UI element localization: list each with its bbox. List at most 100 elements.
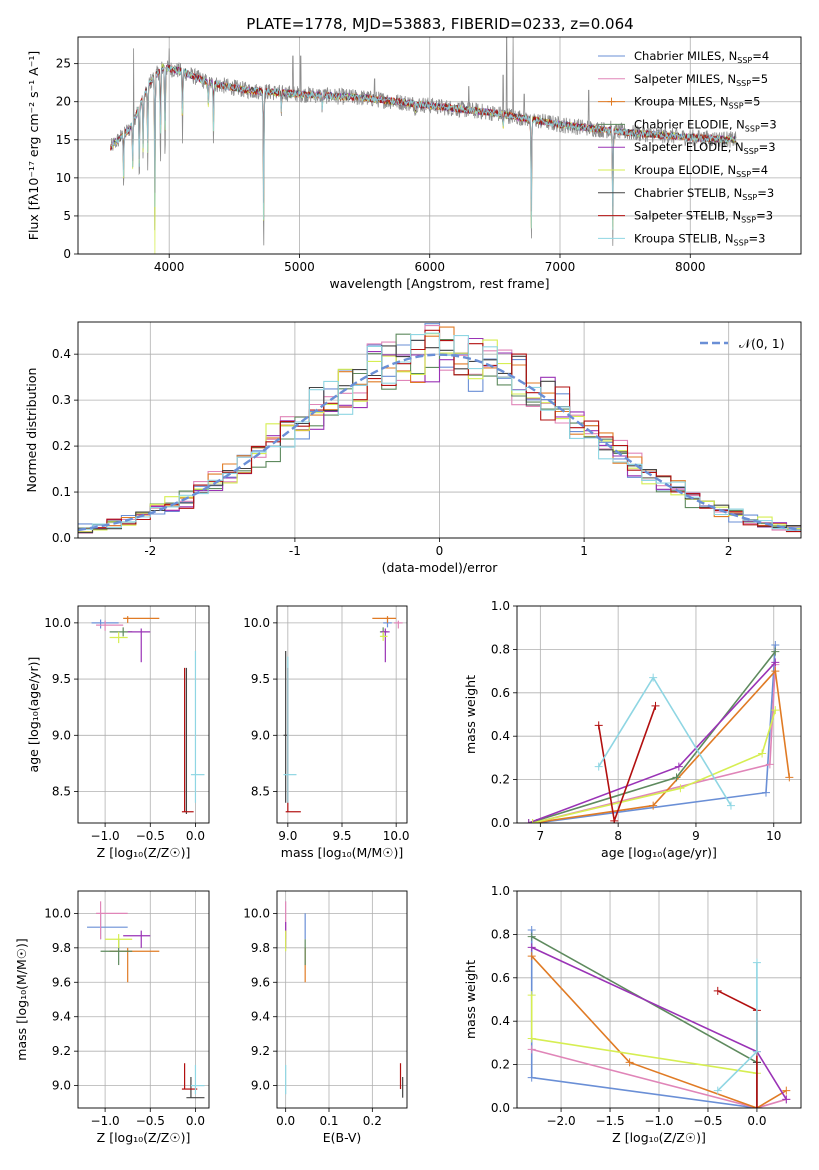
y-tick-label: 20 <box>56 95 71 109</box>
x-axis-label: Z [log₁₀(Z/Z☉)] <box>97 1130 191 1145</box>
data-point-marker <box>713 1086 722 1095</box>
y-axis-label: mass [log₁₀(M/M☉)] <box>14 938 29 1060</box>
mass-weight-series <box>530 930 758 1108</box>
spectrum-legend: Chabrier MILES, NSSP=4 Salpeter MILES, NS… <box>598 49 777 247</box>
data-point-marker <box>649 673 658 682</box>
mass-weight-series <box>717 962 758 1092</box>
x-tick-label: 0.0 <box>276 1114 295 1128</box>
y-tick-label: 0.2 <box>491 1058 510 1072</box>
x-tick-label: 8 <box>614 829 622 843</box>
y-tick-label: 0.6 <box>491 686 510 700</box>
x-tick-label: −1.0 <box>644 1114 673 1128</box>
y-tick-label: 0 <box>63 247 71 261</box>
data-point-marker <box>676 784 685 793</box>
plot-area <box>110 37 737 254</box>
y-tick-label: 25 <box>56 57 71 71</box>
legend-entry: Kroupa STELIB, NSSP=3 <box>634 231 765 247</box>
x-tick-label: −0.5 <box>136 1114 165 1128</box>
data-point-marker <box>785 773 794 782</box>
legend-entry: Salpeter STELIB, NSSP=3 <box>634 209 773 225</box>
data-point-marker <box>625 1058 634 1067</box>
data-point-marker <box>607 97 616 106</box>
data-point-marker <box>527 932 536 941</box>
y-tick-label: 10.0 <box>44 906 71 920</box>
data-point-marker <box>674 762 683 771</box>
y-tick-label: 0.4 <box>491 729 510 743</box>
x-tick-label: 5000 <box>284 260 315 274</box>
data-point-marker <box>752 1104 761 1108</box>
legend-entry: Salpeter ELODIE, NSSP=3 <box>634 140 776 156</box>
y-tick-label: 9.6 <box>251 975 270 989</box>
normal-curve <box>78 353 799 532</box>
x-tick-label: 7000 <box>545 260 576 274</box>
mass-weight-series <box>531 955 787 1108</box>
plot-area <box>283 616 403 813</box>
x-tick-label: 1 <box>580 544 588 558</box>
x-tick-label: 9.5 <box>332 829 351 843</box>
axes-frame <box>516 605 802 824</box>
y-tick-label: 9.2 <box>52 1044 71 1058</box>
x-tick-label: -2 <box>144 544 156 558</box>
y-tick-label: 10.0 <box>243 616 270 630</box>
y-tick-label: 9.0 <box>52 1079 71 1093</box>
panel-massweight-vs-Z: −2.0 −1.5 −1.0 −0.5 0.0 0.0 0.2 0.4 0.6 0.8 1.0 Z [… <box>463 884 802 1145</box>
data-point-marker <box>672 773 681 782</box>
data-point-marker <box>527 1073 536 1082</box>
mass-weight-series <box>532 669 791 823</box>
panel-residuals: -2 -1 0 1 2 0.0 0.1 0.2 0.3 0.4 (data-model)/error… <box>24 321 802 575</box>
data-point-marker <box>752 1047 761 1056</box>
y-tick-label: 9.8 <box>251 941 270 955</box>
y-axis-label: age [log₁₀(age/yr)] <box>26 657 41 773</box>
x-tick-label: 8000 <box>675 260 706 274</box>
mass-weight-series <box>530 995 758 1075</box>
mass-weight-series <box>531 1048 787 1108</box>
data-point-marker <box>524 819 533 823</box>
data-point-marker <box>713 986 722 995</box>
x-tick-label: 0.1 <box>319 1114 338 1128</box>
x-axis-label: Z [log₁₀(Z/Z☉)] <box>97 845 191 860</box>
x-tick-label: 0.2 <box>363 1114 382 1128</box>
legend-entry: Chabrier STELIB, NSSP=3 <box>634 186 774 202</box>
x-axis-label: mass [log₁₀(M/M☉)] <box>281 845 403 860</box>
axes-frame <box>77 36 802 255</box>
x-tick-label: −1.0 <box>91 1114 120 1128</box>
data-point-marker <box>771 647 780 656</box>
y-tick-label: 0.8 <box>491 927 510 941</box>
x-tick-label: 0.0 <box>186 829 205 843</box>
y-tick-label: 1.0 <box>491 599 510 613</box>
legend-entry: Chabrier MILES, NSSP=4 <box>634 49 769 65</box>
axes-frame <box>77 890 210 1109</box>
x-tick-label: 0 <box>436 544 444 558</box>
data-point-marker <box>527 1034 536 1043</box>
plot-area <box>91 616 205 815</box>
x-axis-label: wavelength [Angstrom, rest frame] <box>329 276 549 291</box>
mass-weight-series <box>536 645 777 823</box>
y-tick-label: 10 <box>56 171 71 185</box>
y-tick-label: 0.1 <box>52 485 71 499</box>
y-tick-label: 9.6 <box>52 975 71 989</box>
panel-mass-vs-Z: −1.0 −0.5 0.0 9.0 9.2 9.4 9.6 9.8 10.0 Z [log₁₀(Z… <box>14 890 210 1145</box>
y-tick-label: 9.4 <box>52 1010 71 1024</box>
panel-age-vs-Z: −1.0 −0.5 0.0 8.5 9.0 9.5 10.0 Z [log₁₀(Z/Z☉)] a… <box>26 605 210 860</box>
x-tick-label: −0.5 <box>136 829 165 843</box>
x-tick-label: 0.0 <box>186 1114 205 1128</box>
data-point-marker <box>771 667 780 676</box>
x-tick-label: 9 <box>692 829 700 843</box>
data-point-marker <box>771 658 780 667</box>
x-tick-label: 10.0 <box>383 829 410 843</box>
data-point-marker <box>527 1045 536 1054</box>
mass-weight-series <box>532 664 777 823</box>
x-tick-label: −0.5 <box>693 1114 722 1128</box>
y-axis-label: Flux [fλ10⁻¹⁷ erg cm⁻² s⁻¹ A⁻¹] <box>26 51 41 240</box>
y-axis-label: mass weight <box>463 675 478 754</box>
data-point-marker <box>765 760 774 769</box>
x-tick-label: 10 <box>766 829 781 843</box>
residual-histogram <box>78 337 801 533</box>
data-point-marker <box>594 762 603 771</box>
y-tick-label: 9.8 <box>52 941 71 955</box>
y-tick-label: 10.0 <box>243 906 270 920</box>
legend-entry: Kroupa MILES, NSSP=5 <box>634 95 760 111</box>
legend-entry: Salpeter MILES, NSSP=5 <box>634 72 768 88</box>
data-point-marker <box>651 701 660 710</box>
